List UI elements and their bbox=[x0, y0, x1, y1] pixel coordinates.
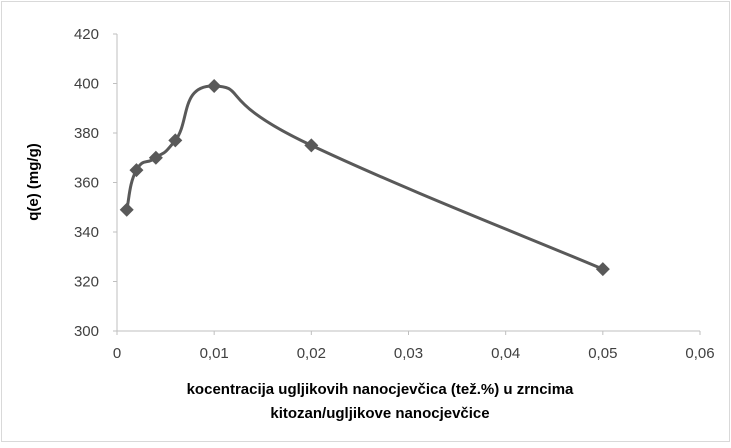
y-tick-labels: 300 320 340 360 380 400 420 bbox=[74, 26, 117, 340]
y-tick-label: 360 bbox=[74, 175, 99, 192]
y-tick-label: 420 bbox=[74, 26, 99, 43]
data-point-marker bbox=[304, 138, 319, 153]
y-tick-label: 340 bbox=[74, 224, 99, 241]
data-point-marker bbox=[148, 150, 163, 165]
x-tick-label: 0,03 bbox=[394, 345, 423, 362]
x-tick-label: 0,01 bbox=[200, 345, 229, 362]
y-tick-label: 300 bbox=[74, 323, 99, 340]
x-tick-label: 0,06 bbox=[685, 345, 714, 362]
x-tick-label: 0,02 bbox=[297, 345, 326, 362]
x-axis-title-line-1: kocentracija ugljikovih nanocjevčica (te… bbox=[187, 381, 574, 398]
data-point-marker bbox=[207, 78, 222, 93]
x-tick-labels: 0 0,01 0,02 0,03 0,04 0,05 0,06 bbox=[113, 331, 715, 362]
x-axis-title-line-2: kitozan/ugljikove nanocjevčice bbox=[270, 405, 489, 422]
x-tick-label: 0 bbox=[113, 345, 121, 362]
data-point-marker bbox=[119, 202, 134, 217]
data-point-marker bbox=[168, 133, 183, 148]
y-tick-label: 380 bbox=[74, 125, 99, 142]
y-tick-label: 320 bbox=[74, 274, 99, 291]
data-point-marker bbox=[129, 163, 144, 178]
series-group bbox=[119, 78, 610, 277]
y-axis-title: q(e) (mg/g) bbox=[25, 143, 42, 220]
y-tick-label: 400 bbox=[74, 76, 99, 93]
x-tick-label: 0,04 bbox=[491, 345, 520, 362]
x-tick-label: 0,05 bbox=[588, 345, 617, 362]
data-point-marker bbox=[595, 262, 610, 277]
series-line bbox=[125, 84, 604, 271]
